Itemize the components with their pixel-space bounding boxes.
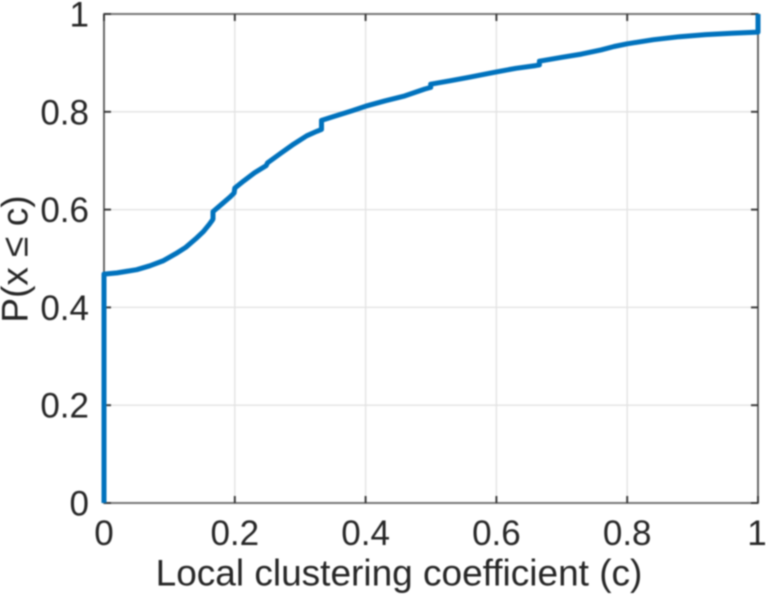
svg-text:1: 1: [747, 514, 766, 553]
svg-text:0.6: 0.6: [40, 191, 89, 230]
svg-text:1: 1: [70, 0, 89, 35]
svg-text:0.2: 0.2: [210, 514, 259, 553]
svg-text:Local clustering coefficient (: Local clustering coefficient (c): [156, 553, 643, 594]
svg-text:0.8: 0.8: [40, 93, 89, 132]
svg-text:0.4: 0.4: [40, 289, 89, 328]
svg-text:0: 0: [94, 514, 113, 553]
svg-text:0.6: 0.6: [472, 514, 521, 553]
svg-text:0.4: 0.4: [341, 514, 390, 553]
svg-text:0.2: 0.2: [40, 387, 89, 426]
svg-text:P(x ≤ c): P(x ≤ c): [0, 195, 36, 322]
svg-text:0.8: 0.8: [603, 514, 652, 553]
svg-text:0: 0: [70, 485, 89, 524]
